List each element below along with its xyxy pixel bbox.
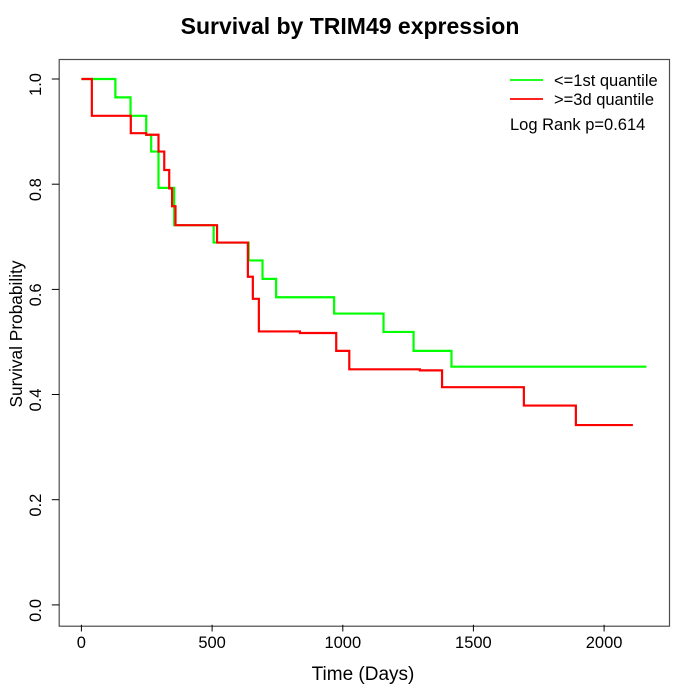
- svg-text:>=3d quantile: >=3d quantile: [554, 91, 654, 109]
- svg-text:0.0: 0.0: [27, 599, 45, 622]
- svg-text:0.2: 0.2: [27, 494, 45, 517]
- svg-text:2000: 2000: [586, 634, 623, 652]
- svg-text:1.0: 1.0: [27, 73, 45, 96]
- svg-text:0.6: 0.6: [27, 283, 45, 306]
- svg-text:0: 0: [77, 634, 86, 652]
- svg-text:Time (Days): Time (Days): [312, 664, 415, 685]
- svg-text:1500: 1500: [455, 634, 492, 652]
- svg-text:Survival Probability: Survival Probability: [6, 260, 26, 407]
- svg-text:1000: 1000: [324, 634, 361, 652]
- svg-text:0.8: 0.8: [27, 178, 45, 201]
- svg-text:0.4: 0.4: [27, 389, 45, 412]
- svg-text:Log Rank p=0.614: Log Rank p=0.614: [510, 116, 645, 134]
- svg-text:500: 500: [198, 634, 226, 652]
- svg-text:<=1st quantile: <=1st quantile: [554, 72, 658, 90]
